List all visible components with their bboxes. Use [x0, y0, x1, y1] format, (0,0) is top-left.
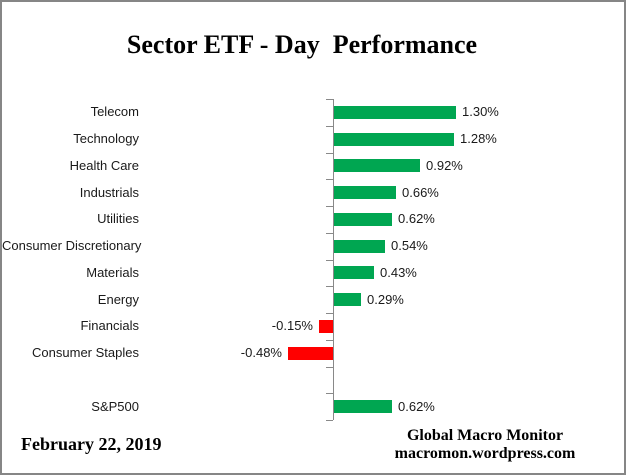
bar-consumer-discretionary	[334, 240, 385, 253]
category-label-utilities: Utilities	[97, 211, 139, 226]
category-label-consumer-staples: Consumer Staples	[32, 345, 139, 360]
value-label-industrials: 0.66%	[402, 185, 439, 200]
category-label-materials: Materials	[86, 265, 139, 280]
category-label-sp500: S&P500	[91, 399, 139, 414]
bar-utilities	[334, 213, 392, 226]
axis-tick	[326, 420, 333, 421]
bar-energy	[334, 293, 361, 306]
category-label-health-care: Health Care	[69, 158, 139, 173]
axis-tick	[326, 206, 333, 207]
bar-financials	[319, 320, 333, 333]
value-label-sp500: 0.62%	[398, 399, 435, 414]
axis-tick	[326, 393, 333, 394]
axis-tick	[326, 367, 333, 368]
baseline-axis	[333, 99, 334, 420]
category-label-financials: Financials	[80, 318, 139, 333]
value-label-financials: -0.15%	[271, 318, 313, 333]
bar-health-care	[334, 159, 420, 172]
category-label-telecom: Telecom	[90, 104, 139, 119]
category-label-consumer-discretionary: Consumer Discretionary	[2, 238, 142, 253]
value-label-health-care: 0.92%	[426, 158, 463, 173]
bar-industrials	[334, 186, 396, 199]
axis-tick	[326, 153, 333, 154]
value-label-consumer-staples: -0.48%	[240, 345, 282, 360]
value-label-utilities: 0.62%	[398, 211, 435, 226]
date-label: February 22, 2019	[21, 434, 162, 454]
bar-technology	[334, 133, 454, 146]
category-label-energy: Energy	[97, 292, 139, 307]
axis-tick	[326, 233, 333, 234]
credit-line-1: Global Macro Monitor	[406, 427, 564, 444]
category-label-industrials: Industrials	[79, 185, 139, 200]
axis-tick	[326, 260, 333, 261]
credit-block: Global Macro Monitor macromon.wordpress.…	[335, 427, 624, 463]
axis-tick	[326, 126, 333, 127]
axis-tick	[326, 340, 333, 341]
value-label-technology: 1.28%	[460, 131, 497, 146]
bar-sp500	[334, 400, 392, 413]
value-label-consumer-discretionary: 0.54%	[391, 238, 428, 253]
chart-title: Sector ETF - Day Performance	[126, 30, 478, 59]
value-label-materials: 0.43%	[380, 265, 417, 280]
category-label-technology: Technology	[73, 131, 139, 146]
value-label-energy: 0.29%	[367, 292, 404, 307]
axis-tick	[326, 99, 333, 100]
bar-consumer-staples	[288, 347, 333, 360]
axis-tick	[326, 313, 333, 314]
axis-tick	[326, 179, 333, 180]
bar-telecom	[334, 106, 456, 119]
value-label-telecom: 1.30%	[462, 104, 499, 119]
bar-materials	[334, 266, 374, 279]
credit-line-2: macromon.wordpress.com	[394, 445, 576, 462]
axis-tick	[326, 286, 333, 287]
